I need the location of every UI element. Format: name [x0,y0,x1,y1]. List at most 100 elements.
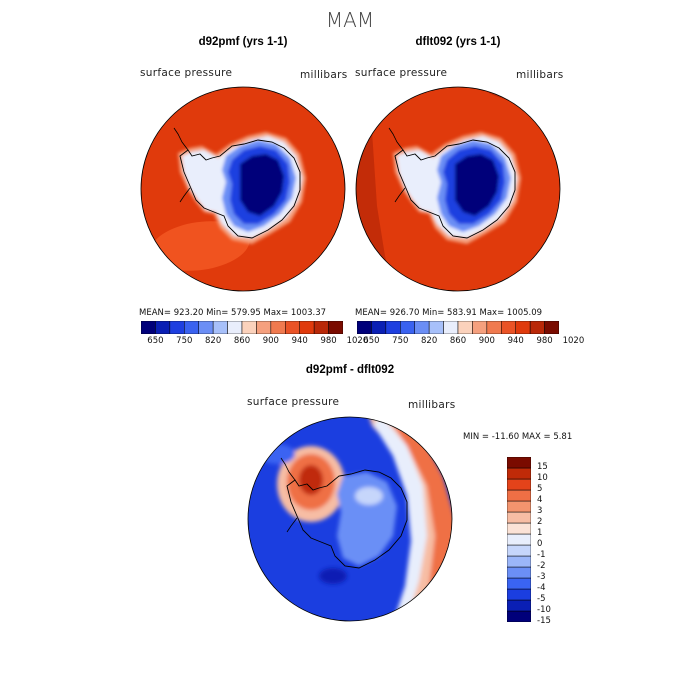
colorbar-swatch [285,321,300,334]
panel-1-colorbar-ticks: 650 750 820 860 900 940 980 1020 [141,336,368,348]
diff-colorbar-tick-label: -4 [537,583,546,593]
diff-colorbar-tick-label: 2 [537,517,543,527]
colorbar-tick-label: 980 [320,336,337,346]
diff-colorbar-tick-label: -1 [537,550,546,560]
diff-colorbar-tick-label: 4 [537,495,543,505]
figure-title: MAM [325,8,375,32]
diff-colorbar-swatch [507,500,531,513]
colorbar-swatch [256,321,272,334]
colorbar-tick-label: 820 [421,336,438,346]
panel-2-plateau-inner [455,154,499,216]
colorbar-swatch [371,321,387,334]
colorbar-tick-label: 1020 [562,336,585,346]
diff-colorbar-swatch [507,478,531,491]
panel-1-peninsula [173,127,191,203]
panel-2-title: dflt092 (yrs 1-1) [415,36,501,48]
panel-2-colorbar [357,321,559,334]
colorbar-swatch [472,321,488,334]
colorbar-tick-label: 900 [478,336,495,346]
panel-2-colorbar-ticks: 650 750 820 860 900 940 980 1020 [357,336,584,348]
diff-colorbar-tick-label: 10 [537,473,548,483]
colorbar-tick-label: 860 [449,336,467,346]
diff-map-boundary [247,416,453,622]
panel-2-stats: MEAN= 926.70 Min= 583.91 Max= 1005.09 [355,308,543,318]
diff-colorbar-tick-label: 3 [537,506,543,516]
panel-2-map [355,86,561,292]
colorbar-swatch [400,321,415,334]
colorbar-tick-label: 940 [507,336,524,346]
diff-northwest-negative [259,444,295,464]
panel-1-map [140,86,346,292]
panel-1-units-label: millibars [300,69,348,81]
diff-colorbar-swatch [507,467,531,480]
colorbar-swatch [357,321,372,334]
diff-interior-near-zero [355,487,383,505]
panel-2-peninsula [388,127,406,203]
diff-colorbar-tick-label: -5 [537,594,546,604]
panel-2-coastline [394,139,516,239]
diff-negative-minimum [319,568,347,584]
colorbar-swatch [486,321,502,334]
diff-colorbar-swatch [507,544,531,557]
colorbar-tick-label: 650 [147,336,164,346]
panel-2-map-boundary [355,86,561,292]
diff-colorbar-swatch [507,588,531,601]
colorbar-swatch [169,321,185,334]
colorbar-tick-label: 650 [363,336,380,346]
diff-colorbar [507,457,531,622]
panel-2-variable-label: surface pressure [355,67,448,79]
colorbar-swatch [212,321,228,334]
colorbar-swatch [270,321,286,334]
diff-colorbar-swatch [507,610,531,622]
colorbar-swatch [184,321,199,334]
panel-2-units-label: millibars [516,69,564,81]
colorbar-swatch [501,321,516,334]
colorbar-swatch [457,321,473,334]
colorbar-swatch [198,321,214,334]
colorbar-swatch [328,321,343,334]
panel-1-stats: MEAN= 923.20 Min= 579.95 Max= 1003.37 [139,308,327,318]
colorbar-swatch [141,321,156,334]
colorbar-swatch [227,321,243,334]
diff-colorbar-swatch [507,577,531,590]
diff-colorbar-tick-label: -15 [537,616,551,626]
colorbar-tick-label: 750 [176,336,193,346]
diff-colorbar-swatch [507,511,531,524]
colorbar-tick-label: 900 [262,336,279,346]
diff-variable-label: surface pressure [247,396,340,408]
colorbar-tick-label: 860 [233,336,251,346]
diff-colorbar-swatch [507,457,531,469]
colorbar-swatch [544,321,559,334]
diff-colorbar-tick-label: 15 [537,462,548,472]
panel-1-variable-label: surface pressure [140,67,233,79]
diff-colorbar-tick-label: -10 [537,605,551,615]
diff-units-label: millibars [408,399,456,411]
diff-title: d92pmf - dflt092 [305,364,395,376]
colorbar-tick-label: 980 [536,336,553,346]
colorbar-tick-label: 820 [205,336,222,346]
panel-1-plateau-inner [240,154,284,216]
diff-colorbar-ticks: 15 10 5 4 3 2 1 0 -1 -2 -3 -4 -5 -10 -15 [537,457,577,626]
diff-stats: MIN = -11.60 MAX = 5.81 [463,432,573,442]
diff-coastline [286,469,408,569]
diff-west-positive-core [299,465,323,495]
diff-peninsula [280,457,298,533]
diff-near-zero-band [373,417,427,621]
diff-colorbar-tick-label: 0 [537,539,543,549]
panel-1-coastline [179,139,301,239]
diff-colorbar-tick-label: 1 [537,528,543,538]
diff-colorbar-swatch [507,599,531,612]
diff-colorbar-swatch [507,533,531,546]
colorbar-tick-label: 1020 [346,336,369,346]
colorbar-swatch [299,321,315,334]
panel-1-ross-sea-anomaly [150,221,250,271]
colorbar-swatch [241,321,257,334]
colorbar-tick-label: 940 [291,336,308,346]
colorbar-swatch [313,321,329,334]
colorbar-tick-label: 750 [392,336,409,346]
diff-colorbar-swatch [507,566,531,579]
diff-colorbar-swatch [507,522,531,535]
colorbar-swatch [443,321,459,334]
diff-colorbar-swatch [507,555,531,568]
colorbar-swatch [385,321,401,334]
